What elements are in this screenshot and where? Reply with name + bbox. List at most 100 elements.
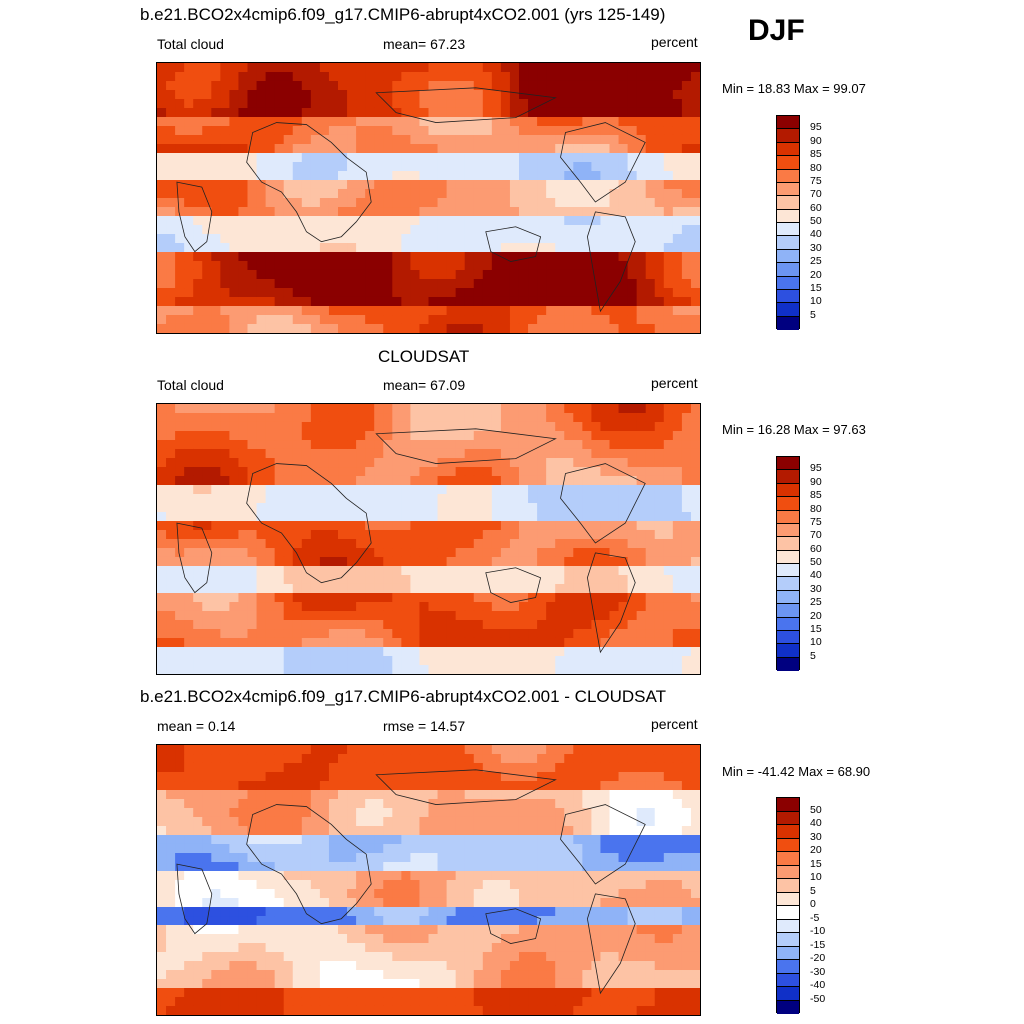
field-cell xyxy=(455,431,466,441)
field-cell xyxy=(518,421,529,432)
field-cell xyxy=(274,413,285,423)
field-cell xyxy=(256,924,267,935)
field-cell xyxy=(573,90,583,100)
field-cell xyxy=(491,548,502,558)
field-cell xyxy=(193,502,203,513)
field-cell xyxy=(546,897,556,908)
field-cell xyxy=(184,602,194,612)
field-cell xyxy=(383,745,393,755)
field-cell xyxy=(211,153,221,163)
field-cell xyxy=(564,843,574,854)
field-cell xyxy=(383,889,393,899)
field-cell xyxy=(573,870,583,881)
field-cell xyxy=(274,153,285,163)
field-cell xyxy=(546,261,556,271)
field-cell xyxy=(274,404,285,414)
field-cell xyxy=(573,843,583,854)
field-cell xyxy=(211,458,221,468)
field-cell xyxy=(175,440,185,450)
field-cell xyxy=(157,153,167,163)
field-cell xyxy=(636,870,647,881)
field-cell xyxy=(419,593,430,603)
field-cell xyxy=(690,880,700,890)
field-cell xyxy=(365,242,375,253)
field-cell xyxy=(654,261,665,271)
field-cell xyxy=(202,440,212,450)
field-cell xyxy=(247,431,258,441)
field-cell xyxy=(464,745,475,755)
field-cell xyxy=(636,664,647,674)
field-cell xyxy=(202,448,212,459)
field-cell xyxy=(437,261,448,271)
field-cell xyxy=(564,835,574,845)
field-cell xyxy=(690,107,700,118)
field-cell xyxy=(265,610,276,621)
colorbar-swatch xyxy=(777,249,799,264)
field-cell xyxy=(419,207,430,217)
field-cell xyxy=(193,431,203,441)
field-cell xyxy=(600,593,611,603)
field-cell xyxy=(374,548,384,558)
field-cell xyxy=(319,494,330,504)
field-cell xyxy=(627,870,638,881)
field-cell xyxy=(184,323,194,333)
field-cell xyxy=(338,323,348,333)
field-cell xyxy=(672,80,683,91)
field-cell xyxy=(356,494,366,504)
field-cell xyxy=(247,556,258,567)
field-cell xyxy=(428,602,439,612)
field-cell xyxy=(238,781,249,791)
field-cell xyxy=(292,117,303,127)
field-cell xyxy=(347,288,357,298)
field-cell xyxy=(555,431,565,441)
field-cell xyxy=(455,826,466,836)
field-cell xyxy=(175,843,185,854)
field-cell xyxy=(600,754,611,764)
field-cell xyxy=(247,853,258,863)
field-cell xyxy=(310,781,321,791)
field-cell xyxy=(537,772,547,782)
field-cell xyxy=(546,134,556,145)
map-diff xyxy=(156,744,701,1016)
field-cell xyxy=(446,602,457,612)
field-cell xyxy=(410,826,421,836)
field-cell xyxy=(455,853,466,863)
field-cell xyxy=(690,583,700,594)
field-cell xyxy=(618,188,629,199)
field-cell xyxy=(229,880,240,890)
field-cell xyxy=(347,261,357,271)
field-cell xyxy=(473,494,484,504)
field-cell xyxy=(392,575,402,585)
field-cell xyxy=(518,521,529,531)
field-cell xyxy=(636,502,647,513)
field-cell xyxy=(672,889,683,899)
field-cell xyxy=(166,566,176,576)
field-cell xyxy=(365,637,375,648)
field-cell xyxy=(573,252,583,262)
field-cell xyxy=(500,789,511,800)
field-cell xyxy=(437,521,448,531)
field-cell xyxy=(328,90,339,100)
field-cell xyxy=(509,593,520,603)
field-cell xyxy=(175,610,185,621)
field-cell xyxy=(555,826,565,836)
field-cell xyxy=(193,207,203,217)
field-cell xyxy=(356,171,366,181)
field-cell xyxy=(582,843,592,854)
field-cell xyxy=(654,745,665,755)
field-cell xyxy=(582,215,592,226)
field-cell xyxy=(238,889,249,899)
field-cell xyxy=(301,161,312,172)
field-cell xyxy=(419,629,430,639)
field-cell xyxy=(528,556,538,567)
field-cell xyxy=(328,781,339,791)
field-cell xyxy=(157,431,167,441)
field-cell xyxy=(654,593,665,603)
field-cell xyxy=(537,647,547,657)
field-cell xyxy=(428,629,439,639)
field-cell xyxy=(220,288,230,298)
field-cell xyxy=(428,296,439,307)
field-cell xyxy=(537,421,547,432)
field-cell xyxy=(455,180,466,190)
field-cell xyxy=(537,72,547,82)
